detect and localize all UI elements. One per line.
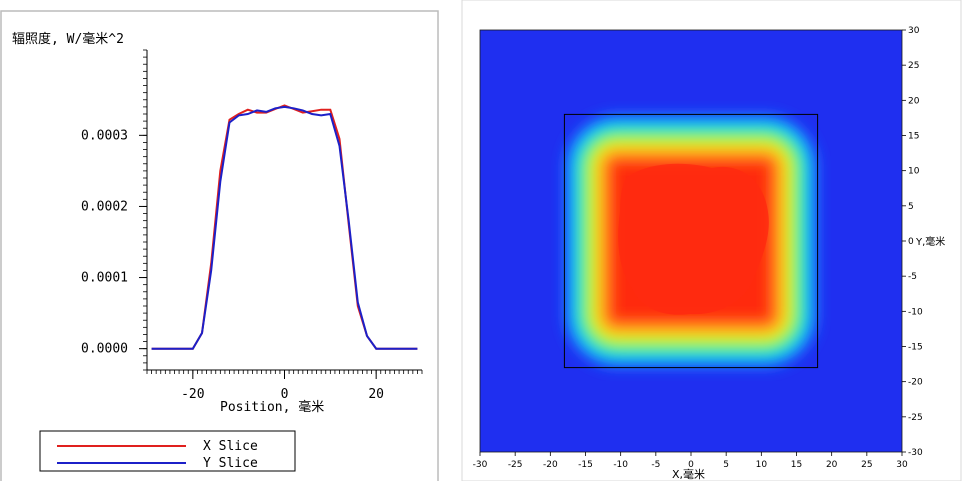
line-y-tick-label-3: 0.0003 bbox=[81, 128, 128, 143]
heatmap-x-tick-label: 25 bbox=[861, 460, 872, 470]
line-y-tick-label-0: 0.0000 bbox=[81, 342, 128, 357]
legend: X Slice Y Slice bbox=[39, 430, 296, 472]
heatmap-y-tick-label: -15 bbox=[908, 343, 923, 353]
heatmap-x-tick-label: -30 bbox=[473, 460, 488, 470]
line-x-ticks: -20 0 20 bbox=[181, 370, 384, 402]
heatmap-y-tick-label: 30 bbox=[908, 26, 920, 36]
heatmap-x-tick-label: 30 bbox=[896, 460, 908, 470]
line-x-minor-ticks bbox=[146, 370, 423, 374]
line-x-axis-label: Position, 毫米 bbox=[220, 399, 324, 415]
line-x-tick-label-1: 0 bbox=[281, 387, 289, 402]
heatmap-x-tick-label: 20 bbox=[826, 460, 838, 470]
heatmap-y-tick-label: -20 bbox=[908, 378, 923, 388]
heatmap-plot bbox=[480, 30, 902, 452]
line-y-ticks: 0.0000 0.0001 0.0002 0.0003 bbox=[81, 128, 147, 357]
line-x-tick-label-0: -20 bbox=[181, 387, 204, 402]
heatmap-x-tick-label: 10 bbox=[756, 460, 768, 470]
heatmap-y-tick-label: 15 bbox=[908, 132, 919, 142]
heatmap-y-tick-label: -5 bbox=[908, 272, 917, 282]
heatmap-y-ticks: 30 25 20 15 10 5 0 -5 -10 -15 -20 -25 -30 bbox=[902, 26, 923, 458]
line-y-axis-label: 辐照度, W/毫米^2 bbox=[12, 31, 124, 47]
heatmap-x-tick-label: -15 bbox=[578, 460, 593, 470]
heatmap-x-tick-label: 5 bbox=[723, 460, 729, 470]
heatmap-x-tick-label: -25 bbox=[508, 460, 523, 470]
heatmap-x-ticks: -30 -25 -20 -15 -10 -5 0 5 10 15 20 25 30 bbox=[473, 452, 908, 470]
heatmap-y-tick-label: -30 bbox=[908, 448, 923, 458]
heatmap-x-axis-label: X,毫米 bbox=[672, 467, 705, 481]
heatmap-y-tick-label: 20 bbox=[908, 96, 920, 106]
heatmap-x-tick-label: -10 bbox=[613, 460, 628, 470]
line-panel-frame bbox=[0, 10, 439, 481]
legend-label-y-slice: Y Slice bbox=[203, 456, 258, 471]
heatmap-detector-outline bbox=[563, 113, 819, 369]
heatmap-y-tick-label: 0 bbox=[908, 237, 914, 247]
heatmap-x-tick-label: -20 bbox=[543, 460, 558, 470]
line-y-tick-label-2: 0.0002 bbox=[81, 199, 128, 214]
line-x-tick-label-2: 20 bbox=[368, 387, 384, 402]
line-y-minor-ticks bbox=[143, 49, 147, 371]
legend-box bbox=[39, 430, 296, 472]
series-line-y-slice bbox=[151, 105, 418, 350]
line-y-tick-label-1: 0.0001 bbox=[81, 271, 128, 286]
heatmap-x-tick-label: 0 bbox=[688, 460, 694, 470]
heatmap-x-tick-label: 15 bbox=[791, 460, 802, 470]
heatmap-y-tick-label: 10 bbox=[908, 167, 920, 177]
heatmap-y-tick-label: 5 bbox=[908, 202, 914, 212]
heatmap-y-tick-label: -25 bbox=[908, 413, 923, 423]
heatmap-y-tick-label: -10 bbox=[908, 307, 923, 317]
heatmap-peak-region bbox=[618, 163, 769, 315]
heatmap-x-tick-label: -5 bbox=[651, 460, 660, 470]
heatmap-y-axis-label: Y,毫米 bbox=[915, 235, 945, 248]
legend-label-x-slice: X Slice bbox=[203, 439, 258, 454]
heatmap-y-tick-label: 25 bbox=[908, 61, 919, 71]
